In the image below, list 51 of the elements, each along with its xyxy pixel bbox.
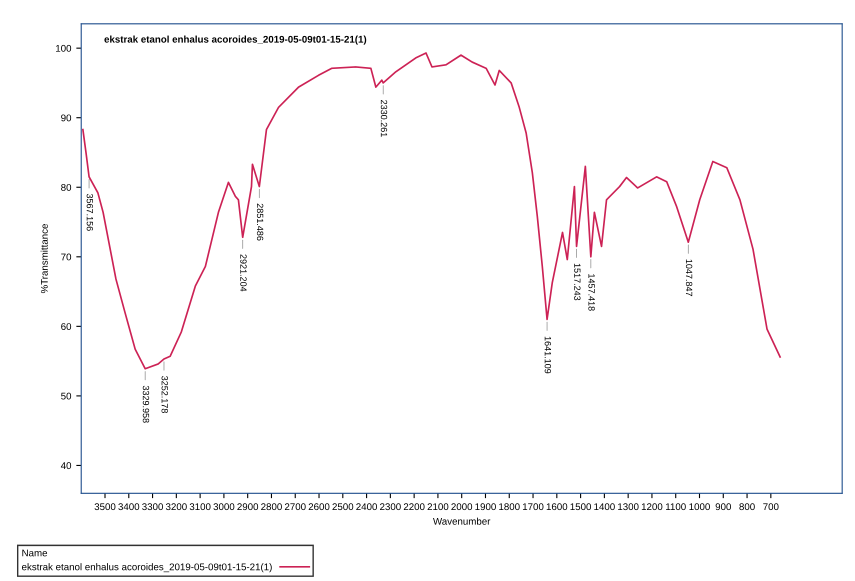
y-tick-label: 60: [61, 323, 72, 330]
x-tick-label: 3100: [190, 503, 211, 510]
annotation: 3329.958: [142, 386, 150, 423]
x-tick-label: 800: [739, 503, 755, 510]
x-tick-label: 1200: [642, 503, 662, 510]
x-axis-title: Wavenumber: [433, 518, 490, 525]
x-tick-label: 1300: [618, 503, 639, 510]
annotation: 2921.204: [240, 254, 247, 292]
x-tick-label: 1100: [666, 503, 686, 510]
x-tick-label: 900: [716, 503, 732, 510]
annotation: 1641.109: [544, 336, 552, 374]
legend-label: ekstrak etanol enhalus acoroides_2019-05-09t01-15-21(1): [22, 563, 272, 572]
x-tick-label: 3400: [118, 503, 140, 510]
annotation: 2330.261: [380, 100, 388, 137]
y-tick-label: 50: [61, 392, 72, 400]
x-tick-label: 2300: [380, 503, 401, 510]
x-tick-label: 1800: [499, 503, 520, 510]
annotation: 1517.243: [574, 264, 581, 300]
annotation: 3252.178: [162, 376, 168, 413]
x-tick-label: 1400: [594, 503, 615, 510]
annotation: 3567.156: [86, 194, 94, 231]
x-tick-label: 2600: [308, 503, 330, 510]
x-tick-label: 2900: [237, 503, 258, 510]
text: ekstrak etanol enhalus acoroides_2019-05-09t01-15-21(1): [104, 36, 366, 45]
x-tick-label: 1500: [570, 503, 592, 510]
x-tick-label: 1700: [522, 503, 544, 510]
y-axis-title: %Transmittance: [40, 224, 48, 294]
y-tick-label: 70: [61, 254, 72, 260]
x-tick-label: 3500: [94, 503, 116, 510]
y-tick-label: 80: [61, 184, 72, 191]
y-tick-label: 90: [61, 114, 72, 122]
x-tick-label: 2000: [451, 503, 472, 510]
x-tick-label: 2400: [356, 503, 378, 510]
x-tick-label: 3200: [166, 503, 187, 510]
x-tick-label: 3300: [142, 503, 163, 510]
x-tick-label: 3000: [213, 503, 234, 510]
x-tick-label: 1900: [475, 503, 496, 510]
x-tick-label: 1600: [546, 503, 568, 510]
x-tick-label: 2700: [284, 503, 306, 510]
x-tick-label: 1000: [689, 503, 710, 510]
x-tick-label: 2800: [261, 503, 282, 510]
y-tick-label: 100: [56, 44, 72, 52]
x-tick-label: 2500: [332, 503, 354, 510]
annotation: 2851.486: [256, 204, 264, 240]
legend-title: Name: [22, 550, 48, 556]
annotation: 1457.418: [588, 274, 595, 311]
y-tick-label: 40: [60, 462, 72, 470]
x-tick-label: 2200: [404, 503, 425, 510]
annotation: 1047.847: [686, 260, 692, 296]
x-tick-label: 700: [763, 503, 779, 510]
x-tick-label: 2100: [428, 503, 448, 510]
